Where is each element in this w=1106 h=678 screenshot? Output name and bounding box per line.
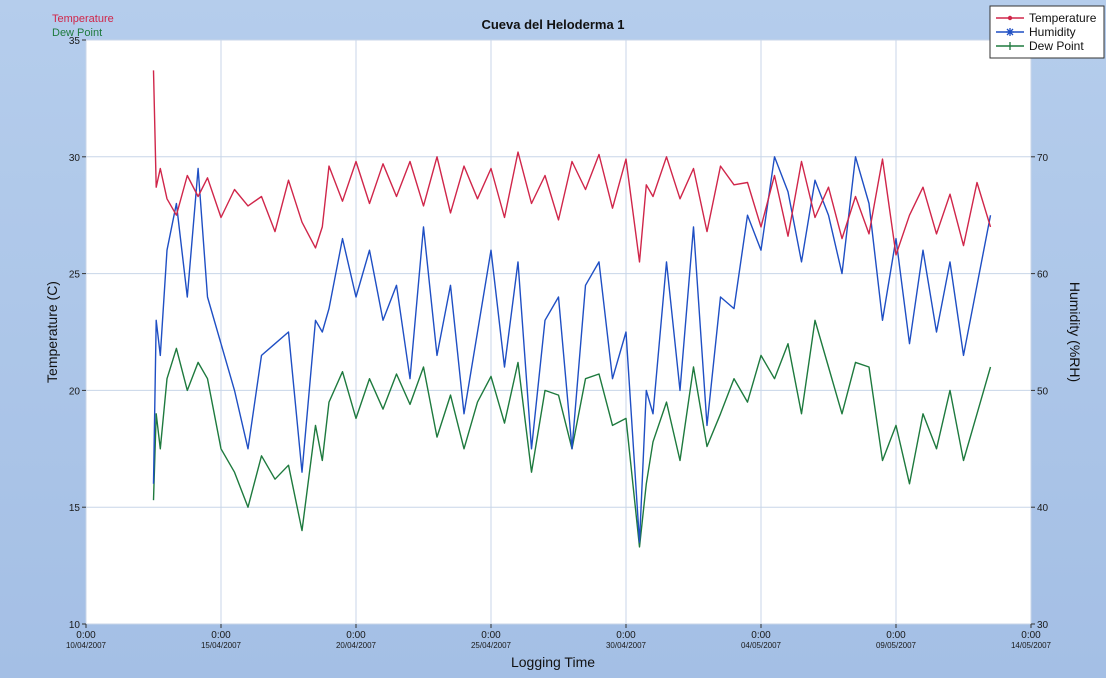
x-axis-ticks: 0:0010/04/20070:0015/04/20070:0020/04/20… [66,624,1052,650]
series-line-dew-point [152,319,992,548]
y-left-tick-label: 25 [69,270,81,281]
y-left-tick-label: 35 [69,36,81,47]
legend-marker-humidity [1006,28,1014,36]
corner-label-temperature: Temperature [52,13,114,25]
left-axis-ticks: 10 15 20 25 30 35 [69,36,86,631]
x-tick-date-label: 30/04/2007 [606,641,647,650]
right-axis-ticks: 30 40 50 60 70 [1031,153,1049,631]
x-tick-time-label: 0:00 [481,630,501,641]
x-tick-time-label: 0:00 [616,630,636,641]
y-left-tick-label: 30 [69,153,81,164]
x-tick-time-label: 0:00 [211,630,231,641]
y-right-tick-label: 30 [1037,620,1049,631]
x-tick-time-label: 0:00 [346,630,366,641]
chart-title: Cueva del Heloderma 1 [481,17,624,32]
x-axis-title: Logging Time [511,654,595,670]
legend-marker-temperature [1007,15,1013,21]
x-tick-time-label: 0:00 [751,630,771,641]
x-tick-date-label: 25/04/2007 [471,641,512,650]
x-tick-date-label: 20/04/2007 [336,641,377,650]
legend-label-dew-point: Dew Point [1029,39,1084,53]
y-right-tick-label: 50 [1037,386,1049,397]
gridlines [85,39,1032,625]
x-tick-time-label: 0:00 [1021,630,1041,641]
series-layer [152,70,992,548]
y-axis-left-title: Temperature (C) [44,281,60,383]
x-tick-date-label: 09/05/2007 [876,641,917,650]
y-right-tick-label: 40 [1037,503,1049,514]
x-tick-time-label: 0:00 [76,630,96,641]
x-tick-date-label: 14/05/2007 [1011,641,1052,650]
x-tick-date-label: 10/04/2007 [66,641,107,650]
x-tick-date-label: 15/04/2007 [201,641,242,650]
y-left-tick-label: 10 [69,620,81,631]
series-line-humidity [152,156,992,543]
y-axis-right-title: Humidity (%RH) [1067,282,1083,382]
y-left-tick-label: 20 [69,386,81,397]
plot-area [85,39,1032,625]
y-right-tick-label: 70 [1037,153,1049,164]
legend-label-humidity: Humidity [1029,25,1076,39]
x-tick-date-label: 04/05/2007 [741,641,782,650]
series-line-temperature [152,70,992,263]
x-tick-time-label: 0:00 [886,630,906,641]
legend-label-temperature: Temperature [1029,11,1097,25]
y-left-tick-label: 15 [69,503,81,514]
corner-label-dew-point: Dew Point [52,27,102,39]
y-right-tick-label: 60 [1037,270,1049,281]
